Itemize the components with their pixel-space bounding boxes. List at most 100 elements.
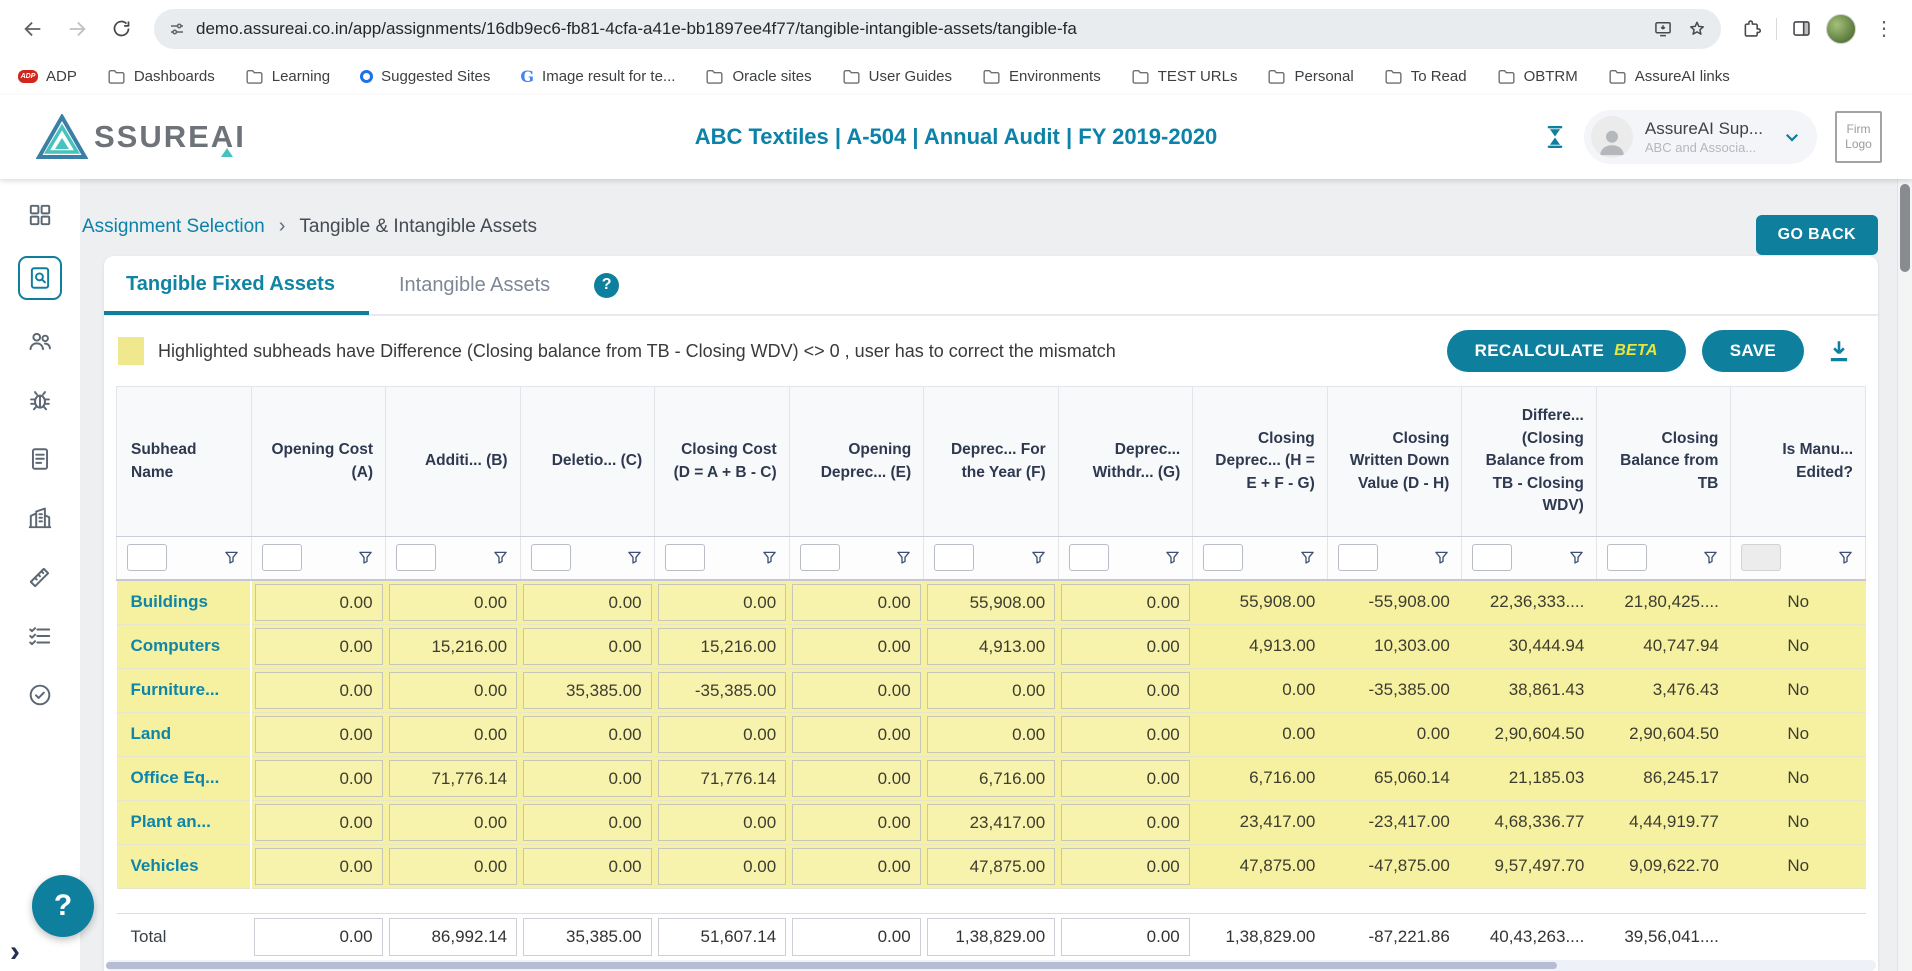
column-filter-input[interactable] (1472, 544, 1512, 571)
bookmark-to-read[interactable]: To Read (1384, 68, 1467, 85)
filter-funnel-icon[interactable] (493, 550, 508, 565)
editable-value-cell[interactable]: 0.00 (924, 712, 1059, 756)
editable-value-cell[interactable]: 0.00 (924, 668, 1059, 712)
column-filter-input[interactable] (531, 544, 571, 571)
editable-value-cell[interactable]: 0.00 (251, 712, 386, 756)
column-filter-input[interactable] (1203, 544, 1243, 571)
editable-value-cell[interactable]: -35,385.00 (655, 668, 790, 712)
editable-value-cell[interactable]: 0.00 (520, 800, 655, 844)
site-info-icon[interactable] (168, 20, 186, 38)
editable-value-cell[interactable]: 0.00 (251, 800, 386, 844)
editable-value-cell[interactable]: 55,908.00 (924, 580, 1059, 625)
go-back-button[interactable]: GO BACK (1756, 215, 1878, 255)
sidebar-item-tools[interactable] (18, 559, 62, 595)
browser-menu-icon[interactable]: ⋮ (1870, 19, 1898, 39)
editable-value-cell[interactable]: 0.00 (520, 624, 655, 668)
url-bar[interactable]: demo.assureai.co.in/app/assignments/16db… (154, 9, 1721, 49)
bookmark-user-guides[interactable]: User Guides (842, 68, 952, 85)
column-filter-input[interactable] (934, 544, 974, 571)
editable-value-cell[interactable]: 0.00 (520, 756, 655, 800)
column-filter-input[interactable] (1607, 544, 1647, 571)
subhead-name-link[interactable]: Buildings (117, 580, 252, 625)
editable-value-cell[interactable]: 15,216.00 (386, 624, 521, 668)
subhead-name-link[interactable]: Plant an... (117, 800, 252, 844)
subhead-name-link[interactable]: Office Eq... (117, 756, 252, 800)
editable-value-cell[interactable]: 71,776.14 (386, 756, 521, 800)
column-header[interactable]: Differe... (Closing Balance from TB - Cl… (1462, 387, 1597, 537)
side-panel-icon[interactable] (1791, 18, 1812, 39)
editable-value-cell[interactable]: 0.00 (789, 844, 924, 888)
column-header[interactable]: Is Manu... Edited? (1731, 387, 1866, 537)
editable-value-cell[interactable]: 0.00 (1058, 712, 1193, 756)
column-filter-input[interactable] (1338, 544, 1378, 571)
editable-value-cell[interactable]: 0.00 (251, 624, 386, 668)
sidebar-item-dashboard-grid[interactable] (18, 197, 62, 233)
column-header[interactable]: Closing Cost (D = A + B - C) (655, 387, 790, 537)
bookmark-obtrm[interactable]: OBTRM (1497, 68, 1578, 85)
subhead-name-link[interactable]: Computers (117, 624, 252, 668)
filter-funnel-icon[interactable] (358, 550, 373, 565)
filter-funnel-icon[interactable] (896, 550, 911, 565)
editable-value-cell[interactable]: 0.00 (655, 580, 790, 625)
filter-funnel-icon[interactable] (1031, 550, 1046, 565)
editable-value-cell[interactable]: 0.00 (1058, 580, 1193, 625)
column-header[interactable]: Deletio... (C) (520, 387, 655, 537)
filter-funnel-icon[interactable] (224, 550, 239, 565)
tab-intangible-assets[interactable]: Intangible Assets (369, 256, 580, 314)
editable-value-cell[interactable]: 6,716.00 (924, 756, 1059, 800)
tab-help-icon[interactable]: ? (594, 273, 619, 298)
editable-value-cell[interactable]: 0.00 (1058, 844, 1193, 888)
column-header[interactable]: Closing Deprec... (H = E + F - G) (1193, 387, 1328, 537)
editable-value-cell[interactable]: 71,776.14 (655, 756, 790, 800)
editable-value-cell[interactable]: 0.00 (251, 580, 386, 625)
filter-funnel-icon[interactable] (1300, 550, 1315, 565)
chevron-down-icon[interactable] (1783, 128, 1801, 146)
editable-value-cell[interactable]: 0.00 (386, 800, 521, 844)
bookmark-adp[interactable]: ADPADP (18, 68, 77, 85)
filter-funnel-icon[interactable] (627, 550, 642, 565)
subhead-name-link[interactable]: Furniture... (117, 668, 252, 712)
subhead-name-link[interactable]: Vehicles (117, 844, 252, 888)
filter-funnel-icon[interactable] (1838, 550, 1853, 565)
filter-funnel-icon[interactable] (1569, 550, 1584, 565)
column-header[interactable]: Additi... (B) (386, 387, 521, 537)
sidebar-item-building[interactable] (18, 500, 62, 536)
page-scrollbar-thumb[interactable] (1900, 184, 1910, 272)
browser-profile-avatar[interactable] (1826, 14, 1856, 44)
tab-tangible-fixed-assets[interactable]: Tangible Fixed Assets (104, 257, 369, 315)
filter-funnel-icon[interactable] (1434, 550, 1449, 565)
forward-icon[interactable] (58, 10, 96, 48)
bookmark-learning[interactable]: Learning (245, 68, 330, 85)
editable-value-cell[interactable]: 4,913.00 (924, 624, 1059, 668)
extensions-icon[interactable] (1741, 18, 1762, 39)
editable-value-cell[interactable]: 0.00 (251, 756, 386, 800)
column-header[interactable]: Closing Written Down Value (D - H) (1327, 387, 1462, 537)
bookmark-star-icon[interactable] (1687, 19, 1707, 39)
filter-funnel-icon[interactable] (762, 550, 777, 565)
column-header[interactable]: Closing Balance from TB (1596, 387, 1731, 537)
back-icon[interactable] (14, 10, 52, 48)
column-header[interactable]: Deprec... For the Year (F) (924, 387, 1059, 537)
editable-value-cell[interactable]: 0.00 (251, 844, 386, 888)
column-header[interactable]: Opening Cost (A) (251, 387, 386, 537)
editable-value-cell[interactable]: 0.00 (789, 800, 924, 844)
recalculate-button[interactable]: RECALCULATEBETA (1447, 330, 1686, 372)
user-menu[interactable]: AssureAI Sup... ABC and Associa... (1584, 110, 1817, 164)
editable-value-cell[interactable]: 0.00 (1058, 668, 1193, 712)
bookmark-environments[interactable]: Environments (982, 68, 1101, 85)
editable-value-cell[interactable]: 0.00 (789, 580, 924, 625)
sidebar-item-check-circle[interactable] (18, 677, 62, 713)
sidebar-item-report[interactable] (18, 441, 62, 477)
column-filter-input[interactable] (127, 544, 167, 571)
editable-value-cell[interactable]: 0.00 (1058, 624, 1193, 668)
column-filter-input[interactable] (800, 544, 840, 571)
editable-value-cell[interactable]: 0.00 (520, 844, 655, 888)
sidebar-item-tasks[interactable] (18, 618, 62, 654)
editable-value-cell[interactable]: 23,417.00 (924, 800, 1059, 844)
editable-value-cell[interactable]: 0.00 (386, 712, 521, 756)
bookmark-image-result-for-te[interactable]: GImage result for te... (520, 67, 675, 86)
filter-funnel-icon[interactable] (1703, 550, 1718, 565)
editable-value-cell[interactable]: 0.00 (520, 580, 655, 625)
bookmark-personal[interactable]: Personal (1267, 68, 1353, 85)
editable-value-cell[interactable]: 0.00 (655, 844, 790, 888)
